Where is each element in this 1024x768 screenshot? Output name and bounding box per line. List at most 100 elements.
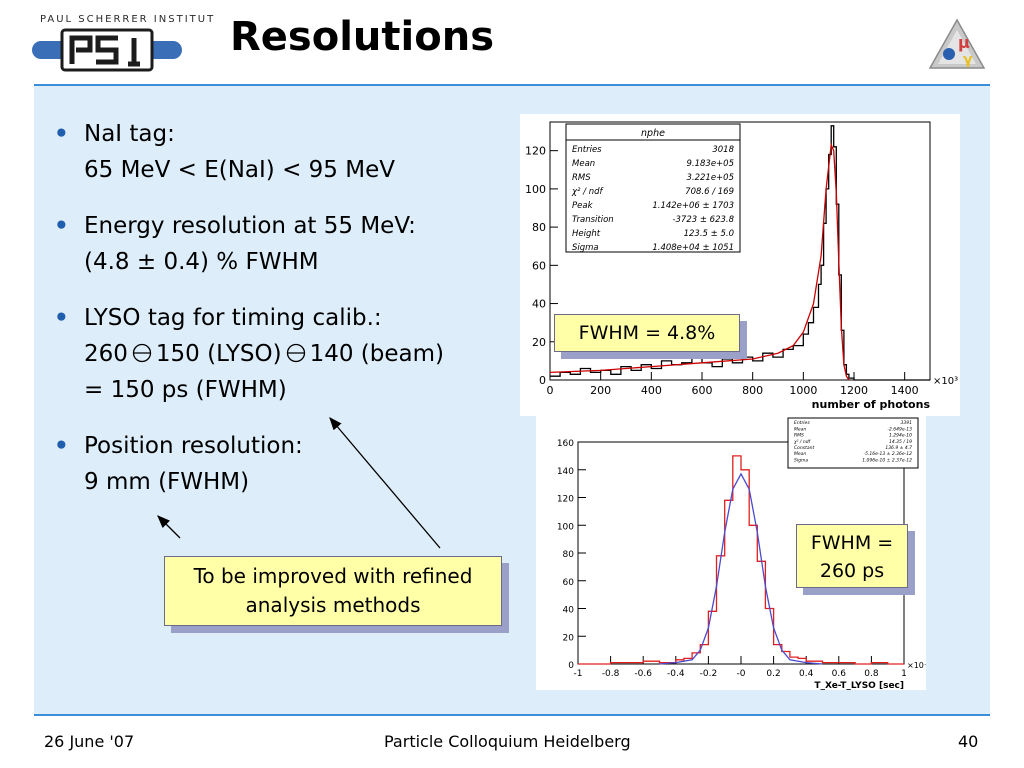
x-tick-label: 1 xyxy=(901,669,907,679)
stats-value: 14.35 / 19 xyxy=(889,439,912,445)
stats-key: Transition xyxy=(572,215,614,225)
x-tick-label: 600 xyxy=(692,384,713,397)
arrow-to-position xyxy=(157,515,181,539)
stats-value: 1.408e+04 ± 1051 xyxy=(652,243,734,253)
y-tick-label: 0 xyxy=(539,374,546,387)
stats-value: -2.649e-13 xyxy=(887,426,912,432)
y-tick-label: 20 xyxy=(563,633,575,643)
bullet-position-resolution: Position resolution: 9 mm (FWHM) xyxy=(54,428,524,500)
note-line: analysis methods xyxy=(245,593,421,617)
institute-name: PAUL SCHERRER INSTITUT xyxy=(40,14,216,25)
bullet-list: NaI tag: 65 MeV < E(NaI) < 95 MeV Energy… xyxy=(54,116,524,520)
bullet-text: (4.8 ± 0.4) % FWHM xyxy=(84,249,319,275)
bullet-nai-tag: NaI tag: 65 MeV < E(NaI) < 95 MeV xyxy=(54,116,524,188)
x-tick-label: -0.8 xyxy=(602,669,620,679)
x-tick-label: 0.6 xyxy=(832,669,847,679)
x-tick-label: 400 xyxy=(641,384,662,397)
stats-key: Constant xyxy=(794,445,814,451)
stats-value: 3018 xyxy=(712,145,734,155)
note-line: 260 ps xyxy=(819,560,885,582)
stats-key: Mean xyxy=(572,159,595,169)
quadrature-minus-icon xyxy=(132,343,152,363)
x-tick-label: 1000 xyxy=(789,384,817,397)
footer-event: Particle Colloquium Heidelberg xyxy=(384,732,631,751)
stats-key: Entries xyxy=(794,420,810,426)
timing-lyso: 150 (LYSO) xyxy=(155,341,282,367)
x-multiplier: ×10³ xyxy=(933,376,958,387)
fit-curve-series xyxy=(549,142,850,381)
stats-value: 9.183e+05 xyxy=(686,159,734,169)
y-tick-label: 100 xyxy=(525,183,546,196)
stats-value: 3.221e+05 xyxy=(686,173,734,183)
stats-box xyxy=(565,123,741,253)
bullet-text: NaI tag: xyxy=(84,121,175,147)
stats-value: 1.142e+06 ± 1703 xyxy=(652,201,734,211)
fwhm-timing-note: FWHM = 260 ps xyxy=(796,524,908,588)
x-tick-label: 200 xyxy=(590,384,611,397)
note-line: FWHM = xyxy=(810,532,894,554)
stats-key: χ² / ndf xyxy=(571,187,604,197)
bullet-text: LYSO tag for timing calib.: xyxy=(84,305,382,331)
y-tick-label: 40 xyxy=(532,298,546,311)
y-tick-label: 80 xyxy=(563,550,575,560)
x-tick-label: 800 xyxy=(742,384,763,397)
stats-key: Peak xyxy=(572,201,594,211)
stats-value: -5.16e-13 ± 2.36e-12 xyxy=(863,451,912,457)
stats-key: Mean xyxy=(794,451,806,457)
stats-key: Sigma xyxy=(572,243,599,253)
y-tick-label: 100 xyxy=(557,522,574,532)
x-tick-label: 1200 xyxy=(840,384,868,397)
stats-key: RMS xyxy=(572,173,591,183)
stats-key: χ² / ndf xyxy=(793,439,812,445)
x-tick-label: 0.8 xyxy=(864,669,879,679)
x-tick-label: 1400 xyxy=(891,384,919,397)
stats-key: Height xyxy=(572,229,601,239)
experiment-logo-icon: μ γ xyxy=(928,18,986,69)
stats-value: -3723 ± 623.8 xyxy=(672,215,734,225)
x-tick-label: -0 xyxy=(737,669,746,679)
stats-key: Entries xyxy=(572,145,602,155)
svg-text:γ: γ xyxy=(963,52,973,68)
y-tick-label: 20 xyxy=(532,336,546,349)
page-number: 40 xyxy=(958,732,979,751)
bullet-timing-calibration: LYSO tag for timing calib.: 260 150 (LYSO… xyxy=(54,300,524,408)
fit-curve-series xyxy=(659,472,823,665)
stats-value: 1.096e-10 ± 2.37e-12 xyxy=(862,457,912,463)
bullet-text: Energy resolution at 55 MeV: xyxy=(84,213,416,239)
note-line: To be improved with refined xyxy=(193,564,473,588)
bullet-text: Position resolution: xyxy=(84,433,303,459)
improvement-note: To be improved with refined analysis met… xyxy=(164,556,502,626)
x-tick-label: 0.4 xyxy=(799,669,814,679)
stats-box xyxy=(787,417,919,469)
y-tick-label: 0 xyxy=(568,661,574,671)
quadrature-minus-icon xyxy=(286,343,305,363)
stats-value: 708.6 / 169 xyxy=(685,187,734,197)
y-tick-label: 120 xyxy=(525,145,546,158)
stats-value: 136.9 ± 4.7 xyxy=(885,445,912,451)
footer-divider xyxy=(34,714,990,716)
y-tick-label: 120 xyxy=(557,495,574,505)
arrow-to-timing xyxy=(329,417,441,549)
bullet-energy-resolution: Energy resolution at 55 MeV: (4.8 ± 0.4)… xyxy=(54,208,524,280)
timing-total: 260 xyxy=(84,341,128,367)
bullet-text: 9 mm (FWHM) xyxy=(84,469,250,495)
bullet-text: = 150 ps (FWHM) xyxy=(84,377,287,403)
y-tick-label: 80 xyxy=(532,221,546,234)
x-tick-label: -1 xyxy=(574,669,583,679)
stats-key: Mean xyxy=(794,426,806,432)
timing-formula: 260 150 (LYSO) 140 (beam) xyxy=(84,336,524,372)
svg-text:μ: μ xyxy=(958,33,970,52)
footer-date: 26 June '07 xyxy=(44,732,135,751)
stats-key: RMS xyxy=(794,433,804,439)
stats-key: Sigma xyxy=(794,457,808,463)
stats-value: 3391 xyxy=(901,420,913,426)
stats-value: 123.5 ± 5.0 xyxy=(684,229,734,239)
y-tick-label: 60 xyxy=(532,259,546,272)
y-tick-label: 160 xyxy=(557,439,574,449)
stats-title: nphe xyxy=(641,128,665,139)
x-multiplier: ×10⁻⁹ xyxy=(907,661,926,670)
header-divider xyxy=(34,84,990,86)
y-tick-label: 60 xyxy=(563,578,575,588)
